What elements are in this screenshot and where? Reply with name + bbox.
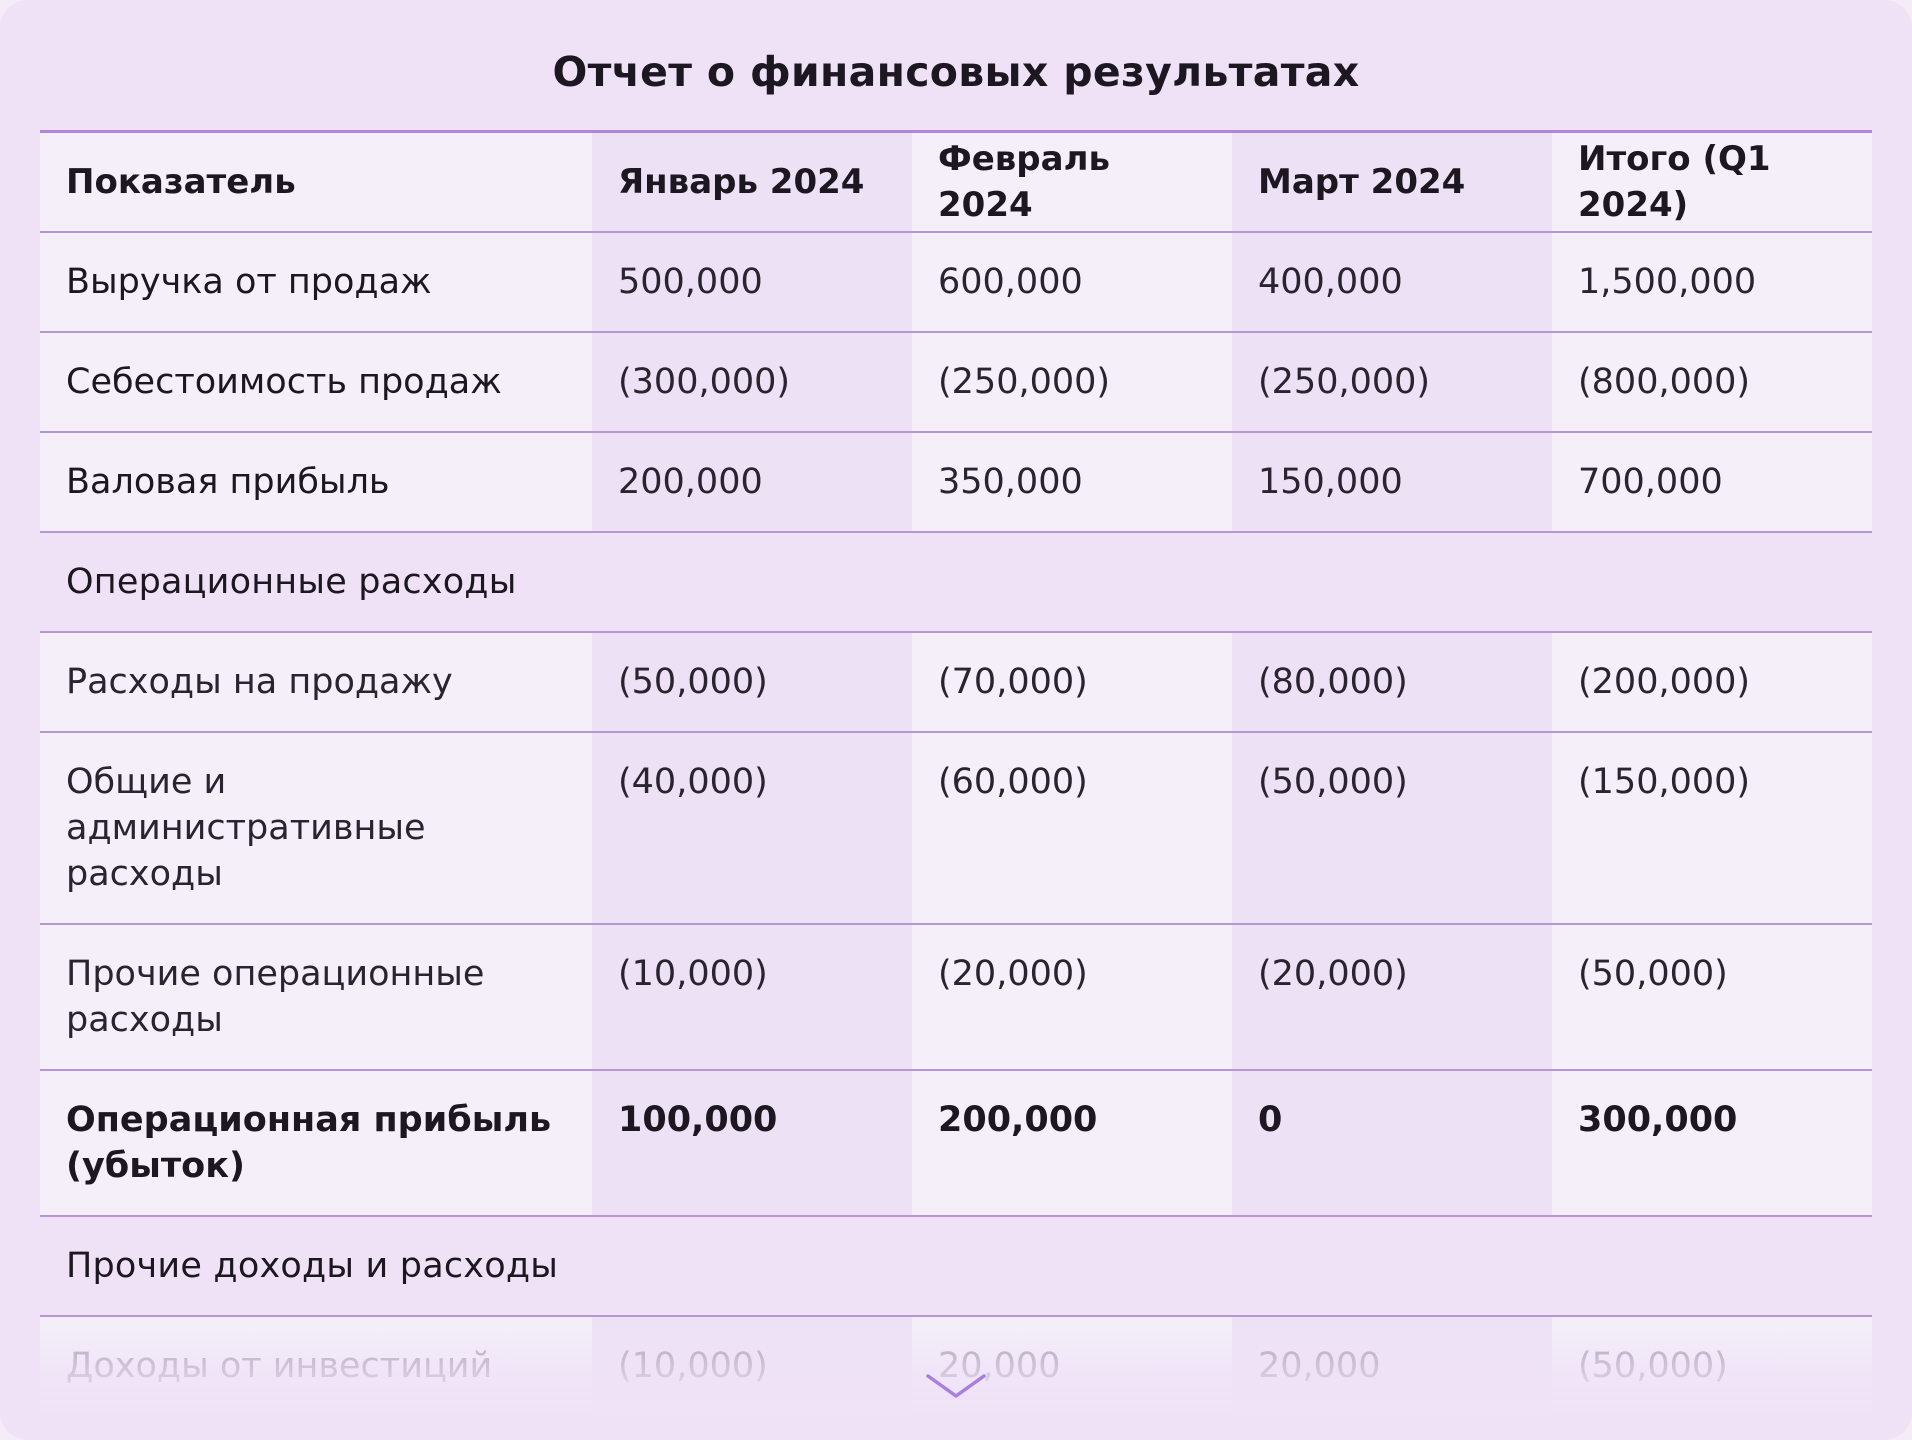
table-cell: 350,000 — [912, 433, 1232, 531]
table-cell: (60,000) — [912, 733, 1232, 923]
column-header: Февраль 2024 — [912, 133, 1232, 231]
table-cell: (70,000) — [912, 633, 1232, 731]
table-row: Расходы на продажу (50,000) (70,000) (80… — [40, 633, 1872, 733]
column-header: Январь 2024 — [592, 133, 912, 231]
table-cell: 500,000 — [592, 233, 912, 331]
table-cell: (300,000) — [592, 333, 912, 431]
row-label: Выручка от продаж — [40, 233, 592, 331]
financial-table: Показатель Январь 2024 Февраль 2024 Март… — [40, 130, 1872, 1415]
table-cell: 300,000 — [1552, 1071, 1872, 1215]
table-cell: (200,000) — [1552, 633, 1872, 731]
table-cell: (50,000) — [1552, 925, 1872, 1069]
table-header: Показатель Январь 2024 Февраль 2024 Март… — [40, 133, 1872, 233]
table-cell: 200,000 — [912, 1071, 1232, 1215]
column-header: Показатель — [40, 133, 592, 231]
column-header: Март 2024 — [1232, 133, 1552, 231]
page-title: Отчет о финансовых результатах — [552, 48, 1360, 96]
table-cell: (40,000) — [592, 733, 912, 923]
table-cell: 600,000 — [912, 233, 1232, 331]
table-cell: 200,000 — [592, 433, 912, 531]
table-row-total: Операционная прибыль (убыток) 100,000 20… — [40, 1071, 1872, 1217]
table-cell: (800,000) — [1552, 333, 1872, 431]
table-cell: 150,000 — [1232, 433, 1552, 531]
table-cell: (20,000) — [912, 925, 1232, 1069]
table-row: Себестоимость продаж (300,000) (250,000)… — [40, 333, 1872, 433]
section-title: Операционные расходы — [66, 562, 517, 602]
row-label: Себестоимость продаж — [40, 333, 592, 431]
table-cell: (10,000) — [592, 925, 912, 1069]
table-cell: (250,000) — [1232, 333, 1552, 431]
row-label: Общие и административные расходы — [40, 733, 592, 923]
table-cell: 400,000 — [1232, 233, 1552, 331]
table-cell: 0 — [1232, 1071, 1552, 1215]
row-label: Операционная прибыль (убыток) — [40, 1071, 592, 1215]
table-cell: 1,500,000 — [1552, 233, 1872, 331]
table-cell: (250,000) — [912, 333, 1232, 431]
table-row: Прочие операционные расходы (10,000) (20… — [40, 925, 1872, 1071]
table-cell: (20,000) — [1232, 925, 1552, 1069]
section-header: Прочие доходы и расходы — [40, 1217, 1872, 1317]
table-row: Валовая прибыль 200,000 350,000 150,000 … — [40, 433, 1872, 533]
column-header: Итого (Q1 2024) — [1552, 133, 1872, 231]
table-cell: (50,000) — [1232, 733, 1552, 923]
row-label: Прочие операционные расходы — [40, 925, 592, 1069]
table-cell: 100,000 — [592, 1071, 912, 1215]
row-label: Расходы на продажу — [40, 633, 592, 731]
section-title: Прочие доходы и расходы — [66, 1246, 559, 1286]
row-label: Валовая прибыль — [40, 433, 592, 531]
chevron-down-icon[interactable] — [924, 1372, 988, 1402]
table-cell: 700,000 — [1552, 433, 1872, 531]
table-cell: (80,000) — [1232, 633, 1552, 731]
table-row: Выручка от продаж 500,000 600,000 400,00… — [40, 233, 1872, 333]
section-header: Операционные расходы — [40, 533, 1872, 633]
table-cell: (150,000) — [1552, 733, 1872, 923]
table-cell: (50,000) — [592, 633, 912, 731]
table-row: Общие и административные расходы (40,000… — [40, 733, 1872, 925]
scroll-fade — [40, 1330, 1872, 1400]
